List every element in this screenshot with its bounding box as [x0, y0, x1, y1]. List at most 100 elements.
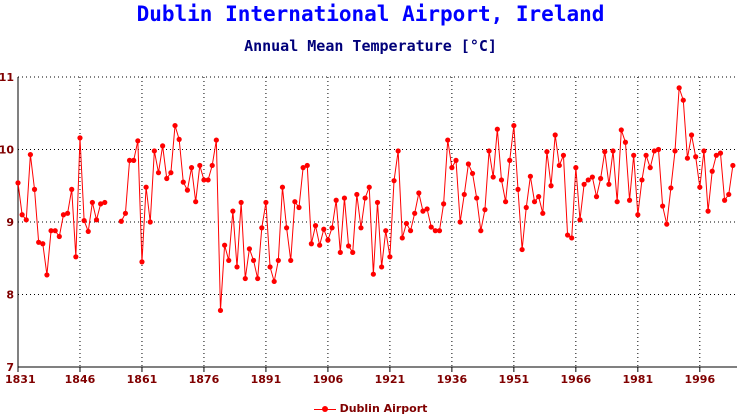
- data-point: [651, 148, 657, 154]
- data-point: [722, 197, 728, 203]
- data-point: [23, 217, 29, 223]
- data-point: [626, 197, 633, 203]
- data-point: [548, 183, 554, 189]
- data-point: [15, 180, 21, 186]
- data-point: [705, 208, 711, 214]
- data-point: [540, 210, 546, 216]
- data-point: [283, 225, 290, 231]
- data-point: [333, 197, 339, 203]
- data-point: [56, 233, 62, 240]
- data-point: [643, 152, 649, 158]
- data-point: [593, 194, 600, 200]
- data-point: [48, 228, 54, 234]
- data-point: [304, 162, 310, 169]
- data-point: [234, 264, 240, 270]
- data-point: [172, 122, 178, 129]
- data-point: [668, 185, 674, 191]
- data-point: [730, 162, 736, 169]
- y-tick-label: 7: [6, 361, 14, 374]
- x-tick-label: 1846: [65, 373, 96, 386]
- data-point: [441, 201, 447, 207]
- data-point: [635, 212, 641, 218]
- data-point: [618, 127, 624, 133]
- data-point: [184, 187, 191, 193]
- data-point: [498, 177, 505, 183]
- data-point: [362, 195, 368, 201]
- y-tick-label: 8: [6, 289, 14, 302]
- data-point: [688, 132, 695, 138]
- data-point: [370, 271, 376, 277]
- data-point: [569, 235, 575, 241]
- data-point: [622, 139, 629, 145]
- data-point: [246, 246, 253, 252]
- data-point: [602, 149, 608, 155]
- data-point: [395, 148, 401, 154]
- data-point: [288, 257, 294, 264]
- data-point: [250, 257, 257, 264]
- x-tick-label: 1936: [437, 373, 468, 386]
- data-point: [469, 170, 476, 177]
- data-point: [27, 151, 33, 158]
- x-tick-label: 1981: [623, 373, 654, 386]
- data-point: [52, 228, 58, 234]
- data-point: [684, 155, 691, 161]
- data-point: [391, 178, 397, 184]
- data-point: [676, 85, 682, 91]
- data-point: [135, 138, 141, 144]
- data-point: [436, 228, 443, 234]
- data-point: [697, 184, 703, 190]
- data-point: [164, 175, 170, 182]
- data-point: [432, 228, 438, 234]
- data-point: [523, 204, 529, 211]
- data-point: [147, 219, 153, 225]
- data-point: [205, 177, 211, 183]
- data-point: [337, 249, 343, 256]
- data-point: [213, 137, 219, 143]
- data-point: [64, 210, 71, 216]
- x-tick-label: 1861: [127, 373, 158, 386]
- data-point: [131, 157, 137, 163]
- data-point: [515, 186, 521, 192]
- data-point: [610, 148, 616, 154]
- data-point: [589, 174, 595, 180]
- y-tick-label: 9: [6, 216, 14, 229]
- data-point: [188, 165, 195, 171]
- data-point: [407, 228, 414, 234]
- data-point: [279, 184, 286, 190]
- data-point: [350, 249, 356, 256]
- data-point: [40, 241, 46, 247]
- data-point: [713, 152, 719, 158]
- data-point: [507, 157, 513, 163]
- legend: Dublin Airport: [0, 402, 741, 415]
- data-point: [639, 177, 645, 183]
- data-point: [453, 157, 459, 163]
- data-point: [69, 186, 75, 192]
- data-point: [263, 199, 269, 206]
- data-point: [560, 152, 567, 158]
- data-point: [664, 221, 670, 227]
- data-point: [490, 174, 496, 180]
- legend-label: Dublin Airport: [339, 402, 428, 415]
- data-point: [531, 199, 538, 205]
- data-point: [416, 190, 422, 196]
- data-point: [474, 195, 480, 201]
- data-point: [465, 161, 472, 167]
- data-point: [461, 191, 467, 198]
- data-point: [478, 228, 484, 234]
- data-point: [73, 254, 79, 260]
- data-point: [36, 239, 42, 245]
- series-line: [17, 137, 105, 275]
- data-point: [403, 220, 410, 227]
- data-point: [511, 122, 517, 129]
- data-point: [536, 194, 542, 200]
- x-tick-label: 1951: [499, 373, 530, 386]
- data-point: [660, 203, 666, 209]
- data-point: [271, 278, 277, 285]
- data-point: [709, 168, 715, 174]
- data-point: [85, 228, 91, 235]
- data-point: [201, 177, 207, 183]
- data-point: [598, 175, 604, 182]
- data-point: [118, 218, 124, 224]
- data-point: [308, 241, 314, 247]
